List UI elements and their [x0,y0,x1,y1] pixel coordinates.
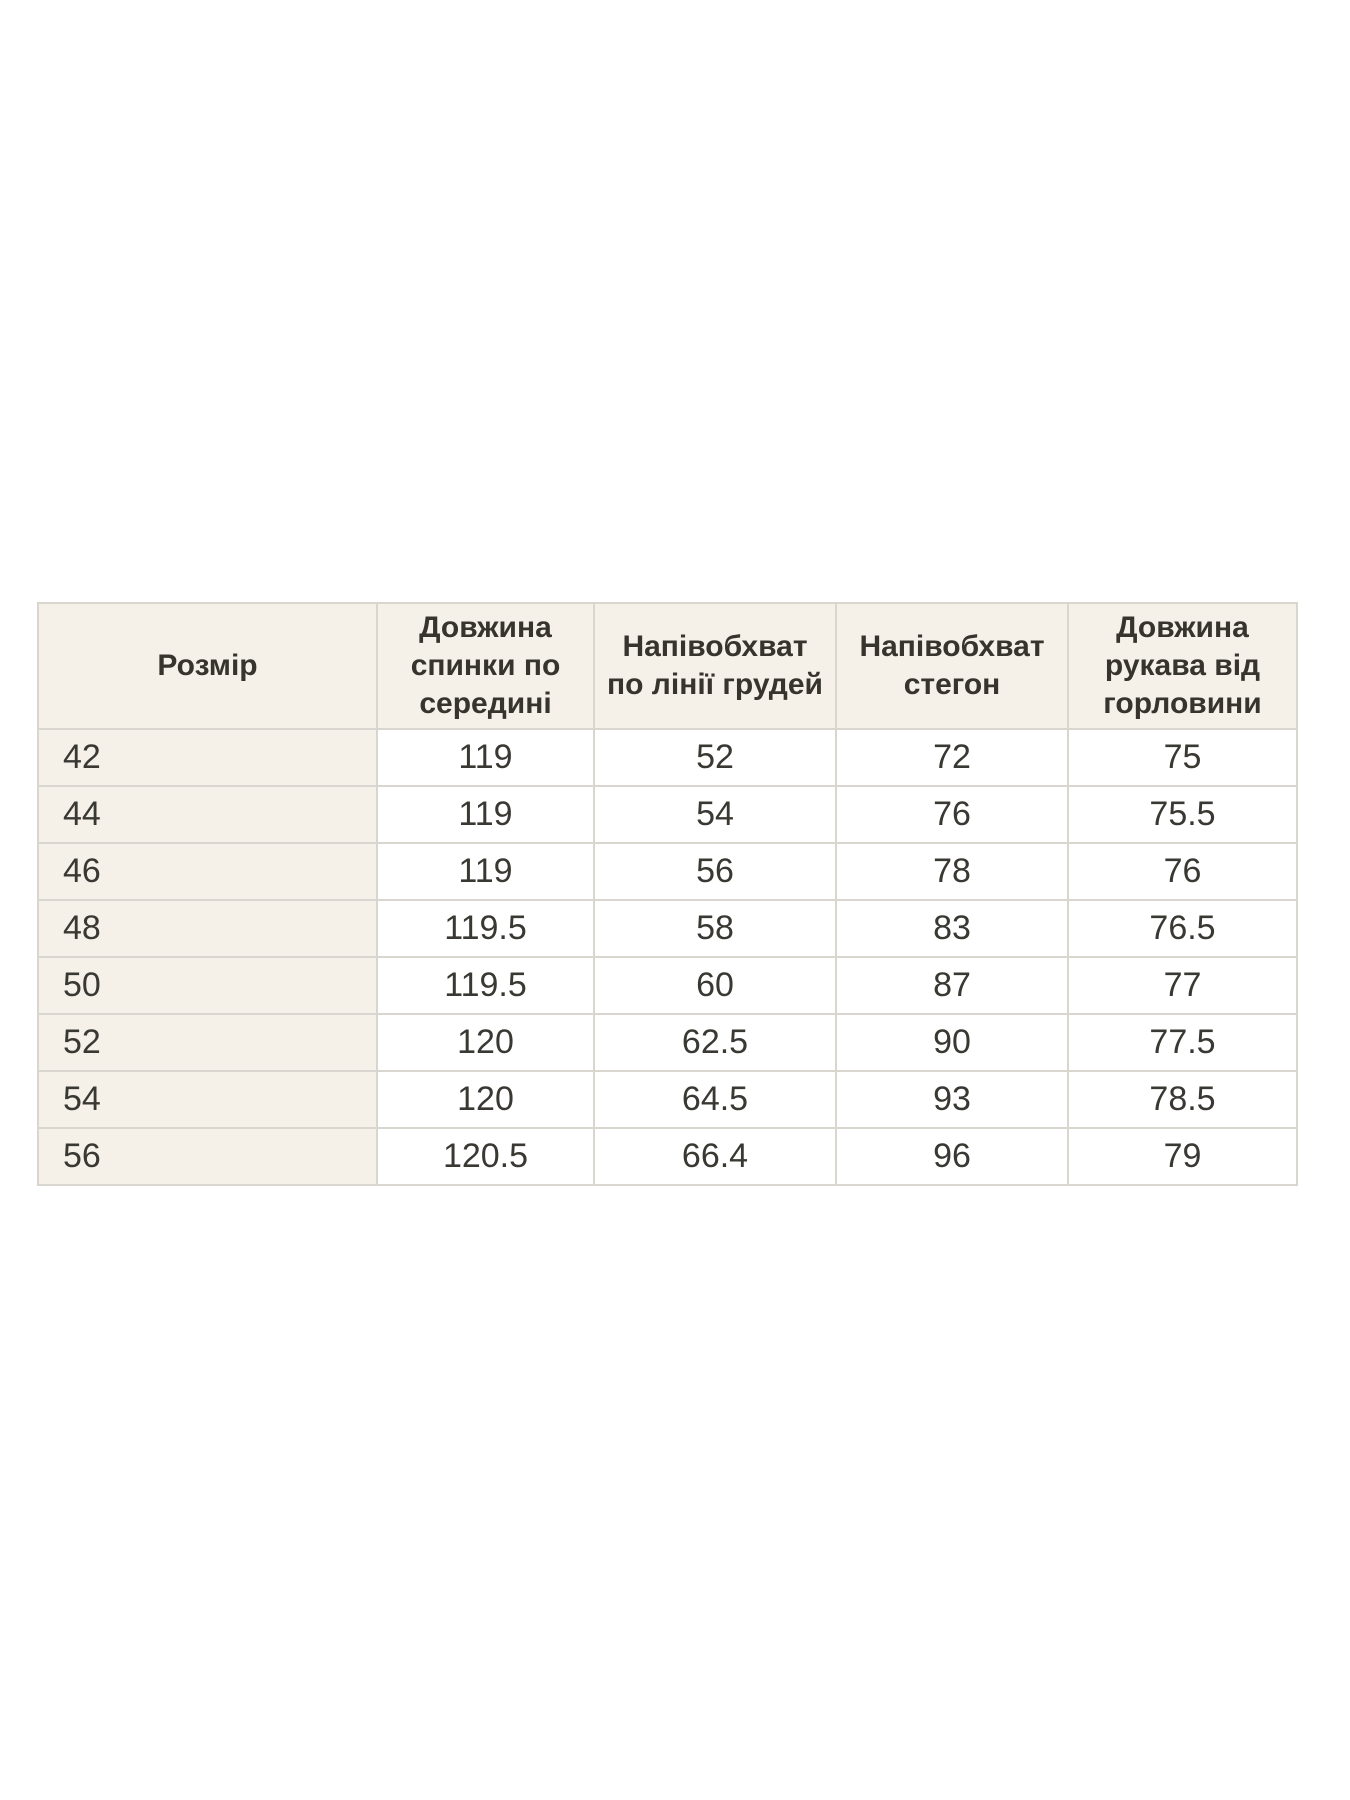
value-cell: 120 [376,1070,595,1129]
value-cell: 56 [593,842,837,901]
value-cell: 76 [835,785,1069,844]
value-cell: 119 [376,785,595,844]
header-row: Розмір Довжина спинки по середині Напіво… [37,602,1298,730]
table-row: 46 119 56 78 76 [37,842,1298,901]
value-cell: 90 [835,1013,1069,1072]
header-cell-sleeve-length: Довжина рукава від горловини [1067,602,1298,730]
value-cell: 75.5 [1067,785,1298,844]
table-row: 56 120.5 66.4 96 79 [37,1127,1298,1186]
value-cell: 72 [835,728,1069,787]
value-cell: 62.5 [593,1013,837,1072]
value-cell: 119.5 [376,899,595,958]
size-cell: 44 [37,785,378,844]
header-cell-back-length: Довжина спинки по середині [376,602,595,730]
size-cell: 46 [37,842,378,901]
size-cell: 54 [37,1070,378,1129]
value-cell: 93 [835,1070,1069,1129]
value-cell: 120.5 [376,1127,595,1186]
value-cell: 119.5 [376,956,595,1015]
table-row: 48 119.5 58 83 76.5 [37,899,1298,958]
value-cell: 78.5 [1067,1070,1298,1129]
table-row: 44 119 54 76 75.5 [37,785,1298,844]
table-row: 50 119.5 60 87 77 [37,956,1298,1015]
table-row: 42 119 52 72 75 [37,728,1298,787]
value-cell: 78 [835,842,1069,901]
value-cell: 79 [1067,1127,1298,1186]
value-cell: 77 [1067,956,1298,1015]
value-cell: 87 [835,956,1069,1015]
value-cell: 83 [835,899,1069,958]
header-cell-chest-half-girth: Напівобхват по лінії грудей [593,602,837,730]
value-cell: 54 [593,785,837,844]
value-cell: 76.5 [1067,899,1298,958]
table-row: 52 120 62.5 90 77.5 [37,1013,1298,1072]
size-cell: 48 [37,899,378,958]
value-cell: 119 [376,842,595,901]
value-cell: 64.5 [593,1070,837,1129]
size-cell: 52 [37,1013,378,1072]
header-cell-hip-half-girth: Напівобхват стегон [835,602,1069,730]
table-row: 54 120 64.5 93 78.5 [37,1070,1298,1129]
value-cell: 75 [1067,728,1298,787]
size-chart-table: Розмір Довжина спинки по середині Напіво… [37,602,1298,1186]
header-cell-size: Розмір [37,602,378,730]
size-cell: 56 [37,1127,378,1186]
value-cell: 120 [376,1013,595,1072]
value-cell: 76 [1067,842,1298,901]
value-cell: 60 [593,956,837,1015]
size-cell: 50 [37,956,378,1015]
size-cell: 42 [37,728,378,787]
value-cell: 66.4 [593,1127,837,1186]
value-cell: 77.5 [1067,1013,1298,1072]
value-cell: 58 [593,899,837,958]
value-cell: 119 [376,728,595,787]
value-cell: 52 [593,728,837,787]
value-cell: 96 [835,1127,1069,1186]
